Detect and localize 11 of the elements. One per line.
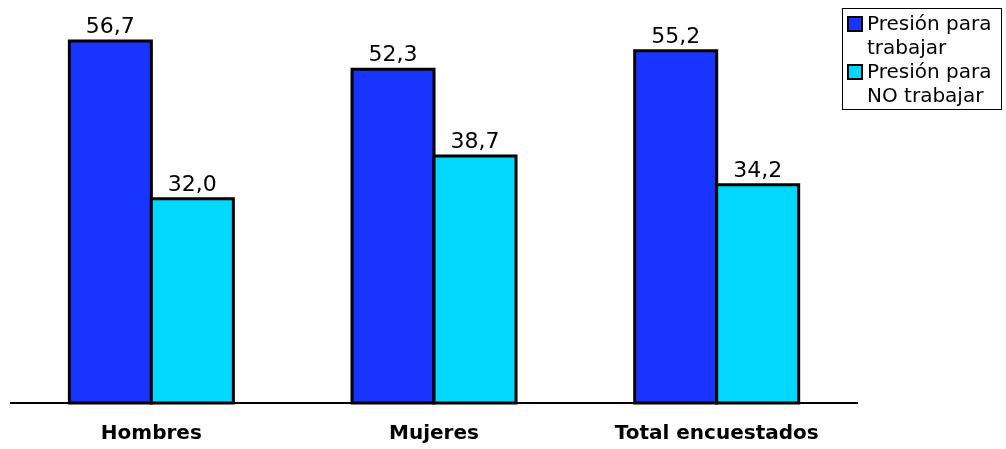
x-tick-label: Total encuestados	[614, 420, 819, 445]
data-label: 32,0	[167, 170, 217, 196]
x-tick-label: Mujeres	[389, 420, 479, 445]
data-label: 52,3	[368, 41, 418, 67]
data-label: 38,7	[450, 127, 500, 153]
legend-label: Presión para NO trabajar	[867, 59, 993, 107]
data-label: 34,2	[733, 156, 783, 182]
data-label: 56,7	[85, 13, 135, 39]
legend-label: Presión para trabajar	[867, 11, 993, 59]
data-label: 55,2	[651, 22, 701, 48]
x-tick-label: Hombres	[100, 420, 202, 445]
